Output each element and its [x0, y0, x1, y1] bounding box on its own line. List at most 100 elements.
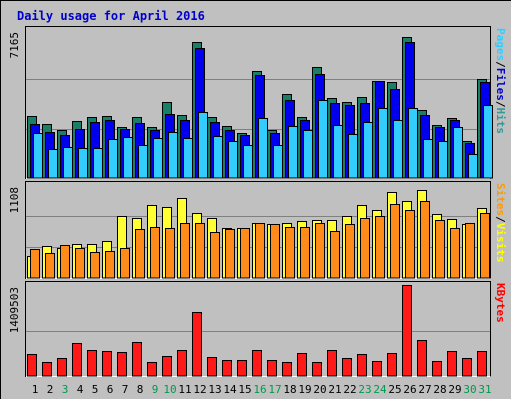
legend-kbytes: KBytes [494, 283, 507, 323]
bar-pages-30 [468, 154, 478, 179]
bar-kbytes-3 [57, 358, 67, 377]
bar-sites-28 [435, 220, 445, 279]
legend-visits: Sites/Visits [494, 183, 507, 263]
bar-pages-17 [273, 145, 283, 179]
legend-entry: / [494, 101, 507, 108]
bar-pages-25 [393, 120, 403, 179]
axis-max-label-hits: 7165 [8, 32, 21, 59]
legend-entry: Sites [494, 183, 507, 216]
x-label-day-27: 27 [418, 383, 431, 396]
bar-kbytes-5 [87, 350, 97, 377]
bar-kbytes-31 [477, 351, 487, 377]
x-label-day-1: 1 [32, 383, 39, 396]
bar-sites-19 [300, 227, 310, 279]
legend-entry: Hits [494, 108, 507, 135]
bar-sites-5 [90, 252, 100, 279]
bar-pages-8 [138, 145, 148, 179]
bar-kbytes-13 [207, 357, 217, 377]
bar-kbytes-27 [417, 340, 427, 377]
bar-kbytes-29 [447, 351, 457, 377]
series-kbytes [27, 285, 487, 377]
bar-kbytes-21 [327, 350, 337, 377]
x-label-day-15: 15 [238, 383, 251, 396]
bar-pages-11 [183, 138, 193, 179]
bar-sites-6 [105, 251, 115, 279]
x-label-day-25: 25 [388, 383, 401, 396]
x-label-day-31: 31 [478, 383, 491, 396]
bar-pages-1 [33, 133, 43, 179]
x-label-day-12: 12 [193, 383, 206, 396]
bar-sites-21 [330, 231, 340, 279]
x-label-day-11: 11 [178, 383, 191, 396]
bar-sites-27 [420, 201, 430, 279]
bar-sites-24 [375, 216, 385, 279]
x-label-day-13: 13 [208, 383, 221, 396]
bar-pages-21 [333, 125, 343, 179]
legend-entry: Visits [494, 223, 507, 263]
bar-sites-29 [450, 228, 460, 279]
bar-kbytes-25 [387, 353, 397, 377]
bar-sites-15 [240, 228, 250, 279]
bar-kbytes-16 [252, 350, 262, 377]
bar-sites-18 [285, 227, 295, 279]
bar-pages-2 [48, 149, 58, 179]
x-label-day-3: 3 [62, 383, 69, 396]
bar-pages-27 [423, 139, 433, 179]
bar-kbytes-23 [357, 354, 367, 377]
bar-kbytes-22 [342, 358, 352, 377]
x-label-day-23: 23 [358, 383, 371, 396]
bar-sites-13 [210, 232, 220, 279]
bar-pages-15 [243, 145, 253, 179]
bar-pages-31 [483, 105, 493, 179]
x-label-day-8: 8 [137, 383, 144, 396]
x-label-day-18: 18 [283, 383, 296, 396]
bar-sites-3 [60, 245, 70, 279]
bar-pages-28 [438, 141, 448, 179]
axis-max-label-kbytes: 1409503 [8, 287, 21, 333]
bar-sites-22 [345, 224, 355, 279]
x-label-day-28: 28 [433, 383, 446, 396]
bar-kbytes-10 [162, 356, 172, 377]
bar-pages-13 [213, 136, 223, 179]
bar-sites-11 [180, 223, 190, 279]
bar-pages-9 [153, 138, 163, 179]
x-label-day-22: 22 [343, 383, 356, 396]
bar-sites-4 [75, 248, 85, 279]
bar-pages-4 [78, 148, 88, 179]
bar-sites-23 [360, 218, 370, 279]
bar-pages-24 [378, 108, 388, 179]
x-label-day-2: 2 [47, 383, 54, 396]
bar-pages-29 [453, 127, 463, 179]
bar-sites-10 [165, 228, 175, 279]
bar-kbytes-9 [147, 362, 157, 377]
x-label-day-30: 30 [463, 383, 476, 396]
bar-kbytes-26 [402, 285, 412, 377]
x-label-day-4: 4 [77, 383, 84, 396]
bar-pages-22 [348, 134, 358, 179]
bar-pages-26 [408, 108, 418, 179]
bar-sites-26 [405, 210, 415, 279]
legend-entry: KBytes [494, 283, 507, 323]
bar-sites-14 [225, 229, 235, 279]
panel-visits: 1108 Sites/Visits [8, 181, 507, 279]
bar-kbytes-17 [267, 360, 277, 377]
legend-entry: / [494, 61, 507, 68]
bar-pages-3 [63, 147, 73, 179]
bar-kbytes-24 [372, 361, 382, 377]
x-label-day-21: 21 [328, 383, 341, 396]
bar-kbytes-6 [102, 351, 112, 377]
panel-kbytes: 1409503 KBytes [8, 281, 507, 377]
bar-kbytes-14 [222, 360, 232, 377]
bar-kbytes-4 [72, 343, 82, 377]
bar-sites-30 [465, 223, 475, 279]
bar-pages-19 [303, 130, 313, 179]
bar-sites-25 [390, 204, 400, 279]
x-label-day-14: 14 [223, 383, 237, 396]
series-pages [33, 100, 493, 179]
x-label-day-6: 6 [107, 383, 114, 396]
bar-kbytes-18 [282, 362, 292, 377]
bar-kbytes-7 [117, 352, 127, 377]
bar-pages-12 [198, 112, 208, 179]
